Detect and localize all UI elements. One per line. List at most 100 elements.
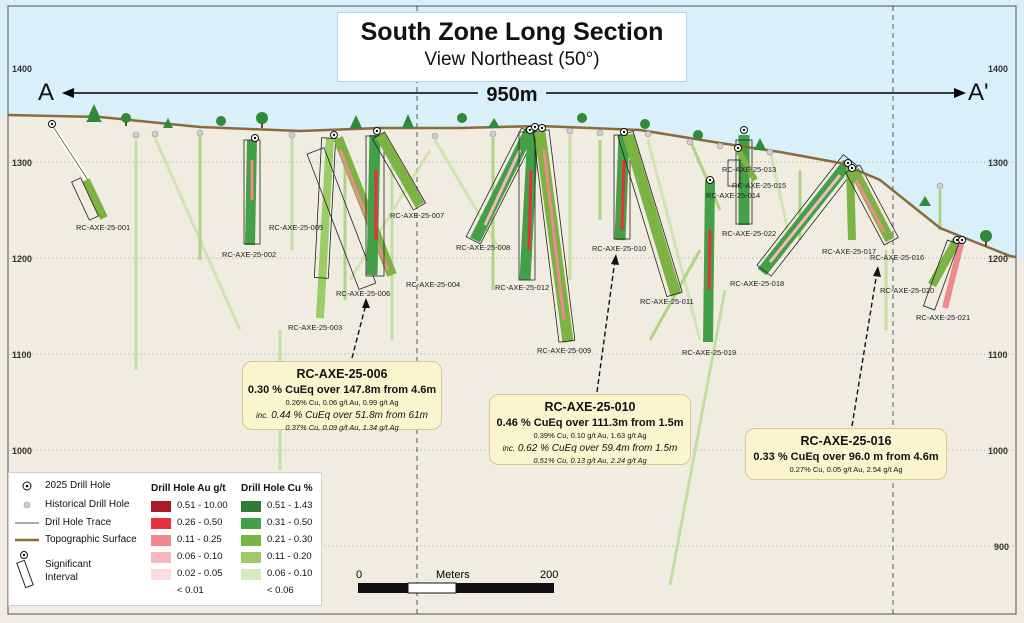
callout-leaders <box>351 259 878 427</box>
map-subtitle: View Northeast (50°) <box>424 49 600 70</box>
callout-hole-id: RC-AXE-25-010 <box>544 400 636 414</box>
cu-swatch <box>241 552 261 563</box>
au-range-label: 0.11 - 0.25 <box>177 534 222 545</box>
title-box: South Zone Long Section View Northeast (… <box>337 12 687 82</box>
section-arrow <box>62 82 966 104</box>
au-range-label: 0.26 - 0.50 <box>177 517 223 528</box>
cu-swatch <box>241 535 261 546</box>
hole-label-005: RC-AXE-25-005 <box>269 223 323 232</box>
legend-significant: Significant <box>45 559 92 570</box>
elev-label: 1300 <box>12 158 32 168</box>
hole-label-001: RC-AXE-25-001 <box>76 223 130 232</box>
callout-main-grades: 0.27% Cu, 0.05 g/t Au, 2.54 g/t Ag <box>789 465 903 474</box>
au-range-label: 0.02 - 0.05 <box>177 568 223 579</box>
inc-value: 0.62 % CuEq over 59.4m from 1.5m <box>517 443 678 454</box>
cu-range-label: 0.11 - 0.20 <box>267 551 312 562</box>
cu-range-label: 0.06 - 0.10 <box>267 568 313 579</box>
au-range-label: < 0.01 <box>177 585 204 596</box>
cu-range-label: 0.21 - 0.30 <box>267 534 313 545</box>
hole-label-019: RC-AXE-25-019 <box>682 348 736 357</box>
elevation-labels-right: 1400 1300 1200 1100 1000 900 <box>988 64 1009 552</box>
scale-start: 0 <box>356 569 362 581</box>
elev-label: 1200 <box>12 254 32 264</box>
au-range-label: 0.51 - 10.00 <box>177 500 228 511</box>
hole-label-006: RC-AXE-25-006 <box>336 289 390 298</box>
drill-hole-labels: RC-AXE-25-001 RC-AXE-25-002 RC-AXE-25-00… <box>76 165 970 357</box>
inc-prefix: inc. <box>502 444 516 453</box>
elev-label: 1200 <box>988 254 1008 264</box>
drill-collar-dots <box>50 122 964 242</box>
hole-label-010: RC-AXE-25-010 <box>592 244 646 253</box>
section-start-label: A <box>38 79 54 106</box>
trees <box>86 104 992 246</box>
hole-label-002: RC-AXE-25-002 <box>222 250 276 259</box>
elev-label: 1000 <box>12 446 32 456</box>
hole-label-016: RC-AXE-25-016 <box>870 253 924 262</box>
hole-label-003: RC-AXE-25-003 <box>288 323 342 332</box>
hole-label-013: RC-AXE-25-013 <box>722 165 776 174</box>
section-length-label: 950m <box>486 84 537 106</box>
callout-main-grades: 0.26% Cu, 0.06 g/t Au, 0.99 g/t Ag <box>285 398 399 407</box>
cu-swatch <box>241 569 261 580</box>
callout-rc-axe-25-016: RC-AXE-25-016 0.33 % CuEq over 96.0 m fr… <box>745 428 947 480</box>
legend-symbols <box>15 481 39 589</box>
hole-label-004: RC-AXE-25-004 <box>406 280 460 289</box>
callout-main-intercept: 0.33 % CuEq over 96.0 m from 4.6m <box>753 451 939 463</box>
inc-value: 0.44 % CuEq over 51.8m from 61m <box>271 410 428 421</box>
callout-rc-axe-25-010: RC-AXE-25-010 0.46 % CuEq over 111.3m fr… <box>489 394 691 465</box>
hole-label-017: RC-AXE-25-017 <box>822 247 876 256</box>
legend: 2025 Drill Hole Historical Drill Hole Dr… <box>8 472 322 606</box>
au-swatch <box>151 518 171 529</box>
hole-label-015: RC-AXE-25-015 <box>732 181 786 190</box>
elev-label: 1000 <box>988 446 1008 456</box>
legend-au-header: Drill Hole Au g/t <box>151 483 226 494</box>
hole-label-011: RC-AXE-25-011 <box>640 297 694 306</box>
legend-2025-drill-hole: 2025 Drill Hole <box>45 480 111 491</box>
legend-cu-header: Drill Hole Cu % <box>241 483 313 494</box>
legend-interval: Interval <box>45 572 78 583</box>
callout-included-grades: 0.37% Cu, 0.09 g/t Au, 1.34 g/t Ag <box>285 423 399 432</box>
legend-topographic-surface: Topographic Surface <box>45 534 137 545</box>
hole-label-012: RC-AXE-25-012 <box>495 283 549 292</box>
callout-main-grades: 0.39% Cu, 0.10 g/t Au, 1.63 g/t Ag <box>533 431 647 440</box>
historical-drill-traces <box>134 135 942 586</box>
elev-label: 1400 <box>12 64 32 74</box>
callout-main-intercept: 0.30 % CuEq over 147.8m from 4.6m <box>247 384 437 396</box>
cu-range-label: 0.31 - 0.50 <box>267 517 313 528</box>
elev-label: 1100 <box>12 350 32 360</box>
callout-main-intercept: 0.46 % CuEq over 111.3m from 1.5m <box>496 417 684 429</box>
hole-label-007: RC-AXE-25-007 <box>390 211 444 220</box>
elev-label: 1100 <box>988 350 1008 360</box>
vertical-gridlines <box>416 6 894 614</box>
map-frame <box>7 5 1017 615</box>
scale-label: Meters <box>436 569 470 581</box>
au-swatch <box>151 501 171 512</box>
legend-historical-drill-hole: Historical Drill Hole <box>45 499 130 510</box>
callout-arrowheads <box>362 254 881 308</box>
legend-drill-hole-trace: Dril Hole Trace <box>45 517 112 528</box>
hole-label-021: RC-AXE-25-021 <box>916 313 970 322</box>
hole-label-018: RC-AXE-25-018 <box>730 279 784 288</box>
callout-included-intercept: inc. 0.44 % CuEq over 51.8m from 61m <box>243 410 441 421</box>
hole-label-014: RC-AXE-25-014 <box>706 191 760 200</box>
cu-range-label: < 0.06 <box>267 585 294 596</box>
callout-hole-id: RC-AXE-25-016 <box>800 434 892 448</box>
callout-hole-id: RC-AXE-25-006 <box>296 367 388 381</box>
inc-prefix: inc. <box>256 411 269 420</box>
elev-label: 1400 <box>988 64 1008 74</box>
scale-end: 200 <box>540 569 558 581</box>
historical-collars <box>132 127 944 190</box>
cu-swatch <box>241 518 261 529</box>
cu-range-label: 0.51 - 1.43 <box>267 500 313 511</box>
drill-hole-traces-2025 <box>49 123 965 343</box>
hole-label-009: RC-AXE-25-009 <box>537 346 591 355</box>
au-range-label: 0.06 - 0.10 <box>177 551 223 562</box>
hole-label-022: RC-AXE-25-022 <box>722 229 776 238</box>
map-title: South Zone Long Section <box>360 18 664 46</box>
au-swatch <box>151 552 171 563</box>
topographic-surface <box>7 113 1017 259</box>
callout-included-grades: 0.51% Cu, 0.13 g/t Au, 2.24 g/t Ag <box>533 456 647 465</box>
hole-label-020: RC-AXE-25-020 <box>880 286 934 295</box>
section-end-label: A' <box>968 79 989 106</box>
